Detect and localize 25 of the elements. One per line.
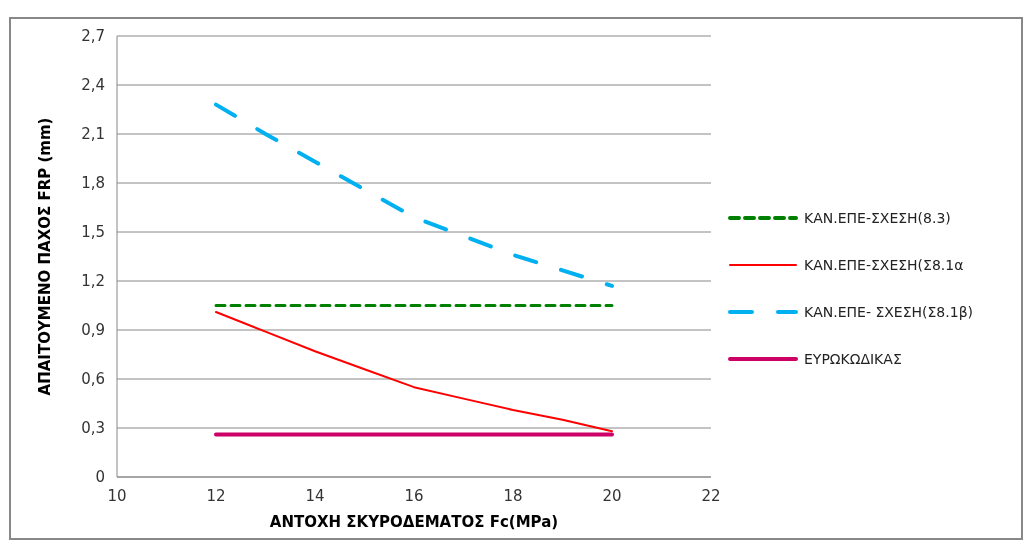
legend-label: ΚΑΝ.ΕΠΕ-ΣΧΕΣΗ(Σ8.1α <box>804 256 964 273</box>
y-tick-label: 2,1 <box>81 125 105 144</box>
x-tick-label: 14 <box>305 487 325 505</box>
x-tick-label: 20 <box>602 487 622 505</box>
y-tick-label: 0 <box>95 468 105 487</box>
y-tick-label: 0,3 <box>81 419 105 438</box>
line-series <box>214 102 614 288</box>
x-axis-title: ΑΝΤΟΧΗ ΣΚΥΡΟΔΕΜΑΤΟΣ Fc(MPa) <box>269 513 559 531</box>
legend-label: ΚΑΝ.ΕΠΕ-ΣΧΕΣΗ(8.3) <box>804 209 951 226</box>
x-tick-label: 10 <box>107 487 127 505</box>
x-tick-label: 22 <box>701 487 721 505</box>
line-series <box>215 311 613 433</box>
y-axis-title: ΑΠΑΙΤΟΥΜΕΝΟ ΠΑΧΟΣ FRP (mm) <box>36 117 54 396</box>
x-tick-label: 16 <box>404 487 424 505</box>
y-tick-label: 0,6 <box>81 370 105 389</box>
y-tick-label: 2,7 <box>81 27 105 46</box>
y-tick-label: 1,8 <box>81 174 105 193</box>
y-tick-label: 1,5 <box>81 223 105 242</box>
legend-label: ΕΥΡΩΚΩΔΙΚΑΣ <box>804 350 902 367</box>
y-tick-label: 0,9 <box>81 321 105 340</box>
y-tick-label: 1,2 <box>81 272 105 291</box>
x-tick-label: 12 <box>206 487 226 505</box>
x-tick-label: 18 <box>503 487 523 505</box>
y-tick-label: 2,4 <box>81 76 105 95</box>
legend-label: ΚΑΝ.ΕΠΕ- ΣΧΕΣΗ(Σ8.1β) <box>804 303 974 320</box>
